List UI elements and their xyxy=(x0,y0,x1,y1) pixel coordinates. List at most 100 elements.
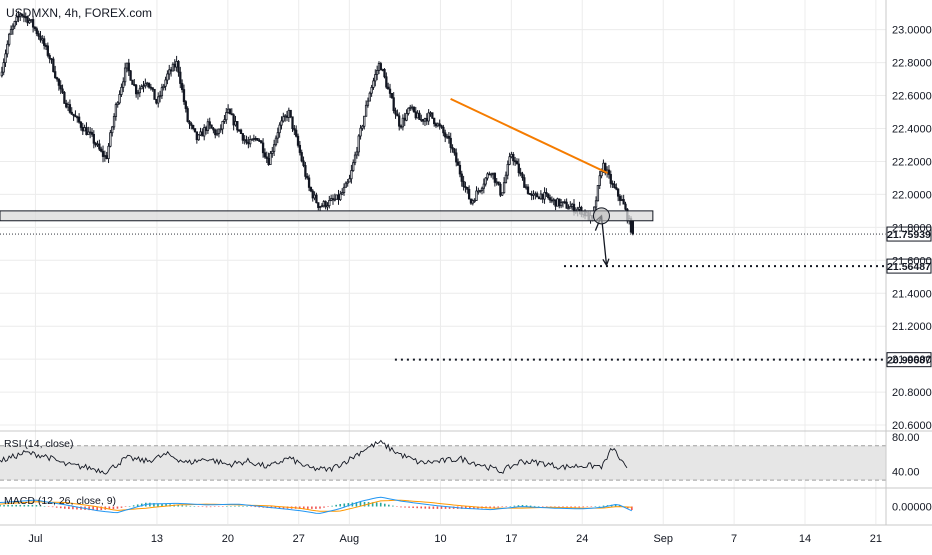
candle-up[interactable] xyxy=(510,153,513,158)
candle-up[interactable] xyxy=(556,198,559,207)
candle-up[interactable] xyxy=(219,128,222,131)
candle-down[interactable] xyxy=(451,147,454,150)
candle-down[interactable] xyxy=(309,187,313,192)
candle-up[interactable] xyxy=(168,69,171,75)
candle-down[interactable] xyxy=(615,187,618,190)
candle-down[interactable] xyxy=(201,131,204,137)
candle-up[interactable] xyxy=(477,190,480,193)
candle-down[interactable] xyxy=(101,150,105,157)
candle-down[interactable] xyxy=(192,125,195,129)
candle-down[interactable] xyxy=(521,173,524,179)
candle-down[interactable] xyxy=(488,173,491,176)
candle-up[interactable] xyxy=(123,67,127,83)
candle-down[interactable] xyxy=(547,193,550,199)
candle-up[interactable] xyxy=(506,163,509,176)
candle-down[interactable] xyxy=(37,33,40,37)
candle-down[interactable] xyxy=(208,121,211,126)
candle-up[interactable] xyxy=(552,199,555,202)
candle-up[interactable] xyxy=(482,183,485,189)
candle-up[interactable] xyxy=(409,106,412,109)
candle-down[interactable] xyxy=(88,131,92,134)
macd-line[interactable] xyxy=(0,496,633,514)
candle-up[interactable] xyxy=(221,121,224,130)
macd-signal-line[interactable] xyxy=(0,499,632,512)
candle-down[interactable] xyxy=(394,110,397,115)
candle-down[interactable] xyxy=(545,191,548,195)
rsi-pane[interactable] xyxy=(0,439,886,481)
candle-down[interactable] xyxy=(260,140,263,144)
candle-down[interactable] xyxy=(72,113,75,117)
candle-down[interactable] xyxy=(177,61,180,73)
candle-up[interactable] xyxy=(322,201,325,207)
candle-up[interactable] xyxy=(243,139,246,142)
candle-up[interactable] xyxy=(199,131,202,136)
candle-down[interactable] xyxy=(537,196,541,200)
candle-down[interactable] xyxy=(90,132,94,135)
candle-down[interactable] xyxy=(57,78,61,86)
price-pane[interactable] xyxy=(0,10,886,361)
candle-up[interactable] xyxy=(372,80,375,88)
candle-down[interactable] xyxy=(31,19,35,28)
candle-up[interactable] xyxy=(28,20,31,24)
candle-down[interactable] xyxy=(46,45,49,56)
candle-up[interactable] xyxy=(116,102,119,105)
candle-down[interactable] xyxy=(263,152,267,158)
candle-up[interactable] xyxy=(350,170,353,180)
candle-up[interactable] xyxy=(504,174,508,184)
candle-down[interactable] xyxy=(497,181,500,185)
candle-up[interactable] xyxy=(223,119,226,122)
candle-up[interactable] xyxy=(226,108,230,113)
candle-up[interactable] xyxy=(410,106,414,109)
candle-up[interactable] xyxy=(561,201,565,204)
candle-down[interactable] xyxy=(541,193,544,200)
candle-down[interactable] xyxy=(261,142,265,154)
candle-down[interactable] xyxy=(147,82,151,88)
candle-up[interactable] xyxy=(9,29,13,35)
candle-down[interactable] xyxy=(195,131,198,141)
candle-up[interactable] xyxy=(559,202,563,207)
candle-down[interactable] xyxy=(414,111,417,119)
candle-up[interactable] xyxy=(594,200,598,208)
candle-up[interactable] xyxy=(250,138,254,141)
candle-up[interactable] xyxy=(111,126,114,134)
candle-down[interactable] xyxy=(65,102,68,108)
candle-up[interactable] xyxy=(0,71,3,77)
candle-up[interactable] xyxy=(329,198,333,201)
candle-up[interactable] xyxy=(534,193,537,196)
candle-down[interactable] xyxy=(464,186,467,189)
candle-up[interactable] xyxy=(359,127,362,137)
candle-up[interactable] xyxy=(11,25,15,30)
candle-up[interactable] xyxy=(407,107,410,114)
candle-down[interactable] xyxy=(440,125,443,128)
candle-down[interactable] xyxy=(392,97,395,112)
candle-down[interactable] xyxy=(295,129,298,137)
candle-down[interactable] xyxy=(26,16,29,24)
candle-down[interactable] xyxy=(499,183,502,196)
candle-up[interactable] xyxy=(318,206,322,208)
candle-up[interactable] xyxy=(436,123,439,127)
candle-down[interactable] xyxy=(433,117,436,125)
candle-down[interactable] xyxy=(241,133,244,141)
candle-up[interactable] xyxy=(41,38,44,41)
candle-down[interactable] xyxy=(61,88,64,93)
candle-up[interactable] xyxy=(420,118,423,121)
candle-up[interactable] xyxy=(445,135,449,138)
candle-up[interactable] xyxy=(352,162,355,171)
candle-down[interactable] xyxy=(180,83,184,90)
candle-up[interactable] xyxy=(166,73,169,81)
candle-up[interactable] xyxy=(107,145,110,159)
candle-down[interactable] xyxy=(565,201,568,209)
candle-down[interactable] xyxy=(438,123,441,127)
candle-up[interactable] xyxy=(364,104,368,117)
candle-down[interactable] xyxy=(631,220,635,235)
candle-up[interactable] xyxy=(15,16,18,22)
candle-down[interactable] xyxy=(554,199,557,207)
candle-down[interactable] xyxy=(236,121,239,131)
candle-up[interactable] xyxy=(112,116,116,128)
candle-up[interactable] xyxy=(87,131,90,136)
candle-up[interactable] xyxy=(144,83,147,87)
candle-up[interactable] xyxy=(206,121,210,131)
candle-up[interactable] xyxy=(157,96,160,104)
candle-down[interactable] xyxy=(306,175,309,179)
candle-up[interactable] xyxy=(140,86,143,90)
